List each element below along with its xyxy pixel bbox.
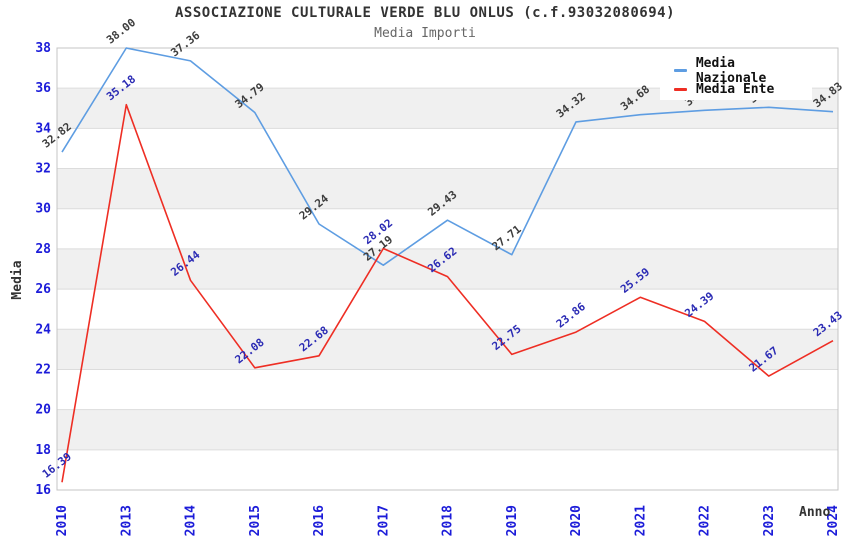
nazionale-line-swatch [674,69,687,72]
y-tick-label: 30 [35,202,51,217]
x-tick-label: 2016 [312,505,327,536]
x-tick-label: 2022 [698,505,713,536]
legend-item-media-ente: Media Ente [660,80,812,99]
y-tick-label: 38 [35,41,51,56]
grid-band [57,168,838,209]
legend: Media Nazionale Media Ente [660,52,812,100]
x-tick-label: 2021 [633,505,648,536]
y-tick-label: 28 [35,242,51,257]
plot-border [56,47,839,491]
grid-band [57,289,838,330]
grid-band [57,128,838,169]
x-tick-label: 2024 [826,505,841,536]
chart-subtitle: Media Importi [374,26,476,41]
value-label-media-nazionale: 38.00 [104,16,138,47]
x-tick-label: 2014 [184,505,199,536]
legend-label-media-ente: Media Ente [696,82,775,97]
y-axis-title: Media [10,260,25,300]
y-tick-label: 20 [35,403,51,418]
x-tick-label: 2018 [441,505,456,536]
x-tick-label: 2013 [119,505,134,536]
series-line-media-nazionale [61,47,834,267]
y-tick-label: 34 [35,121,51,136]
y-tick-label: 32 [35,162,51,177]
grid-band [57,449,838,490]
legend-item-media-nazionale: Media Nazionale [660,56,812,86]
series-line-media-ente [61,103,834,483]
y-tick-label: 18 [35,443,51,458]
grid-band [57,329,838,370]
y-tick-label: 24 [35,322,51,337]
grid-band [57,409,838,450]
x-tick-label: 2017 [376,505,391,536]
x-tick-label: 2019 [505,505,520,536]
y-tick-label: 22 [35,362,51,377]
x-tick-label: 2023 [762,505,777,536]
grid-band [57,208,838,249]
x-tick-label: 2015 [248,505,263,536]
chart-title: ASSOCIAZIONE CULTURALE VERDE BLU ONLUS (… [174,5,675,21]
x-tick-label: 2010 [55,505,70,536]
grid-band [57,369,838,410]
y-tick-label: 36 [35,81,51,96]
y-tick-label: 16 [35,483,51,498]
x-axis-title: Anno [799,505,831,520]
x-tick-label: 2020 [569,505,584,536]
y-tick-label: 26 [35,282,51,297]
ente-line-swatch [674,88,687,91]
legend-label-media-nazionale: Media Nazionale [695,55,767,86]
